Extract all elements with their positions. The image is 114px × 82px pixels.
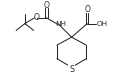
Text: O: O (33, 13, 39, 22)
Text: O: O (43, 1, 49, 10)
Text: NH: NH (55, 21, 66, 27)
Text: S: S (68, 65, 74, 74)
Text: O: O (84, 5, 89, 15)
Text: OH: OH (95, 21, 106, 27)
